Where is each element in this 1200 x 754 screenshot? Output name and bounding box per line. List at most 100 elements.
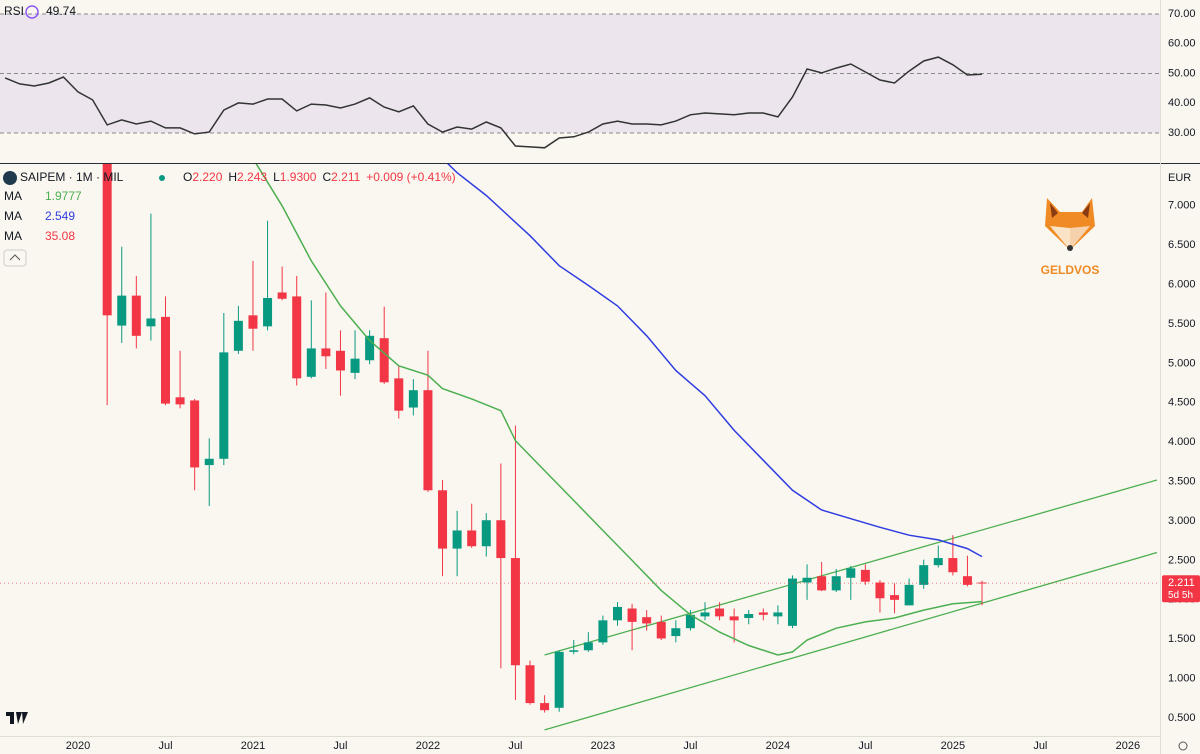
candle-body [890, 595, 900, 600]
rsi-title: RSI [4, 4, 24, 18]
candle-body [190, 400, 200, 468]
symbol-logo [3, 171, 17, 185]
candle-body [160, 316, 170, 404]
countdown: 5d 5h [1168, 590, 1193, 601]
candle-body [802, 577, 812, 583]
y-tick-label: 0.500 [1168, 712, 1196, 724]
candle-body [248, 315, 258, 329]
x-tick-label: 2020 [66, 740, 90, 752]
y-tick-label: 4.000 [1168, 436, 1196, 448]
candle-body [948, 558, 958, 573]
ohlc-key: L [273, 170, 280, 184]
candle-body [875, 582, 885, 599]
symbol-title: SAIPEM · 1M · MIL [20, 170, 124, 184]
ohlc-key: H [228, 170, 237, 184]
candle-body [715, 608, 725, 617]
x-tick-label: 2022 [416, 740, 440, 752]
candle-body [525, 665, 535, 704]
candle-body [438, 490, 448, 549]
x-tick-label: 2025 [941, 740, 965, 752]
settings-icon[interactable] [25, 5, 39, 19]
candle-body [569, 650, 579, 652]
candle-body [962, 576, 972, 585]
y-tick-label: 7.000 [1168, 200, 1196, 212]
candle-body [467, 530, 477, 547]
candle-body [102, 164, 112, 316]
y-tick-label: 2.500 [1168, 554, 1196, 566]
rsi-band [0, 13, 1160, 133]
candle-body [204, 458, 214, 466]
tv-logo [6, 712, 28, 724]
candle-body [904, 584, 914, 606]
ma-line [255, 164, 983, 656]
ohlc-value: 2.243 [237, 170, 267, 184]
candle-body [744, 614, 754, 618]
candle-body [306, 348, 316, 377]
ma-label: MA [4, 189, 22, 203]
y-tick-label: 3.000 [1168, 515, 1196, 527]
rsi-pane [0, 13, 1160, 149]
axes: 70.00 60.00 50.00 40.00 30.00 7.000 6.500 6.000… [66, 8, 1200, 752]
candle-body [773, 612, 783, 617]
x-tick-label: 2021 [241, 740, 265, 752]
candle-body [919, 565, 929, 585]
ohlc-value: 2.220 [192, 170, 222, 184]
last-price-label: 2.211 [1168, 577, 1195, 589]
currency: EUR [1168, 172, 1191, 184]
y-tick-label: 5.500 [1168, 318, 1196, 330]
candle-body [321, 348, 331, 357]
ohlc-key: C [322, 170, 331, 184]
candle-body [408, 390, 418, 408]
candle-body [379, 338, 389, 383]
price-pane [0, 164, 1160, 731]
y-tick-label: 60.00 [1168, 38, 1196, 50]
y-tick-label: 1.500 [1168, 633, 1196, 645]
rsi-value: 49.74 [46, 4, 76, 18]
candle-body [277, 292, 287, 299]
candle-body [583, 642, 593, 651]
fox-logo [1045, 198, 1095, 251]
candle-body [642, 617, 652, 624]
collapse-icon [9, 254, 21, 261]
candle-body [510, 558, 520, 666]
candle-body [117, 295, 127, 326]
candle-body [700, 612, 710, 617]
candle-body [219, 352, 229, 459]
candle-body [671, 628, 681, 637]
y-tick-label: 50.00 [1168, 67, 1196, 79]
candle-body [452, 530, 462, 549]
ma-value: 1.9777 [45, 189, 82, 203]
candle-body [685, 614, 695, 629]
candle-body [598, 620, 608, 643]
ohlc-value: 1.9300 [280, 170, 317, 184]
candle-body [335, 350, 345, 371]
x-tick-label: 2024 [766, 740, 790, 752]
candle-body [481, 520, 491, 547]
candle-body [933, 558, 943, 566]
candle-body [656, 621, 666, 639]
ohlc-value: 2.211 [331, 170, 360, 184]
y-tick-label: 3.500 [1168, 476, 1196, 488]
candle-body [175, 397, 185, 405]
currency-box[interactable] [1164, 170, 1198, 186]
x-tick-label: Jul [158, 740, 172, 752]
ma-label: MA [4, 229, 22, 243]
settings-button[interactable] [1178, 741, 1188, 751]
candle-body [846, 568, 856, 578]
candle-body [131, 295, 141, 336]
x-tick-label: Jul [683, 740, 697, 752]
ma-line [447, 164, 983, 558]
ohlc-legend: O2.220 H2.243 L1.9300 C2.211 +0.009 (+0.41%) [183, 170, 456, 184]
y-tick-label: 5.000 [1168, 357, 1196, 369]
candle-body [496, 520, 506, 559]
change: +0.009 (+0.41%) [366, 170, 455, 184]
candle-body [365, 335, 375, 361]
collapse-button[interactable] [3, 249, 27, 267]
candle-body [423, 390, 433, 491]
candle-body [292, 296, 302, 379]
y-tick-label: 4.500 [1168, 397, 1196, 409]
candle-body [554, 651, 564, 708]
ma-value: 35.08 [45, 229, 75, 243]
x-tick-label: Jul [508, 740, 522, 752]
last-price-tag [1162, 575, 1200, 603]
